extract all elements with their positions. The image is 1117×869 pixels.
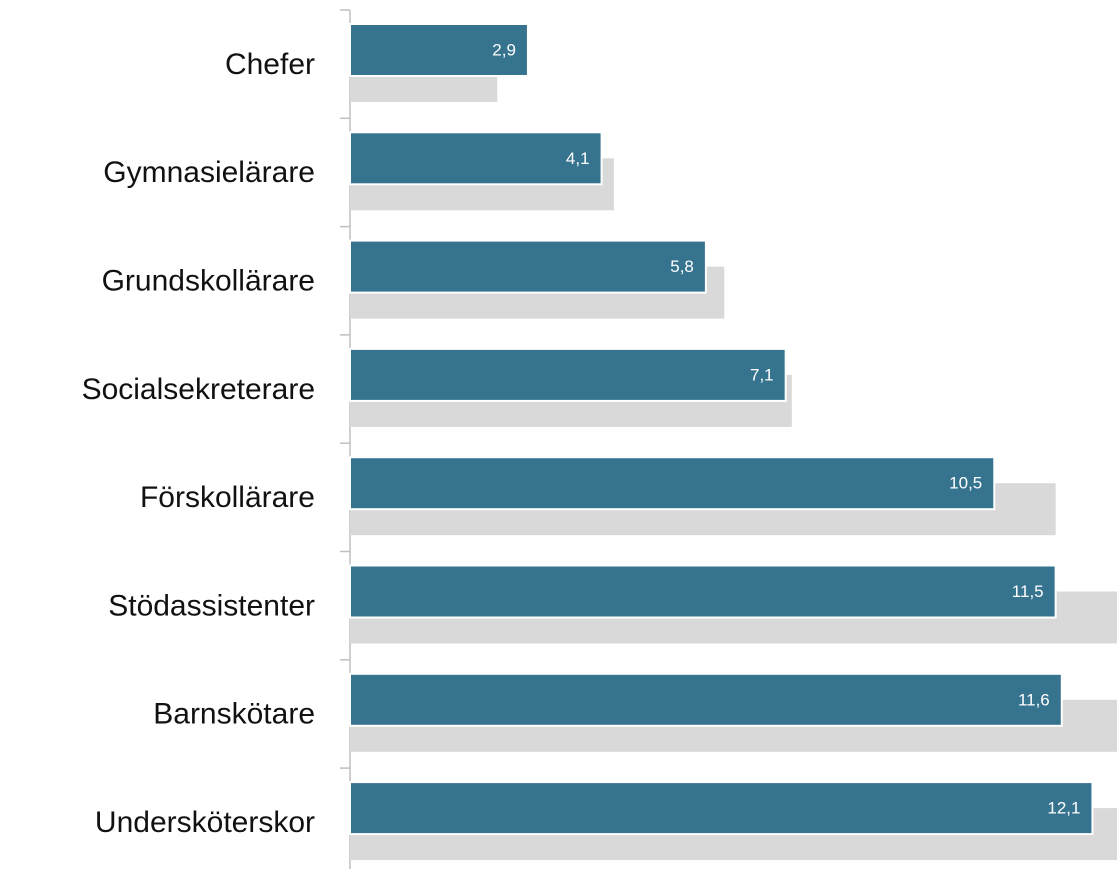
value-label: 7,1	[750, 365, 774, 384]
value-label: 11,5	[1012, 582, 1044, 601]
category-label: Undersköterskor	[95, 806, 315, 839]
value-label: 5,8	[670, 257, 694, 276]
bar	[349, 456, 996, 511]
category-label: Förskollärare	[140, 481, 315, 514]
category-label: Stödassistenter	[108, 589, 315, 622]
value-label: 4,1	[566, 149, 590, 168]
category-label: Grundskollärare	[102, 265, 315, 298]
bar	[349, 672, 1063, 727]
bar	[349, 781, 1094, 836]
bar	[349, 564, 1057, 619]
bar	[349, 347, 787, 402]
category-label: Barnskötare	[153, 698, 315, 731]
bar	[349, 131, 603, 186]
category-label: Gymnasielärare	[103, 156, 315, 189]
category-label: Socialsekreterare	[82, 373, 315, 406]
value-label: 10,5	[949, 474, 982, 493]
category-label: Chefer	[225, 48, 315, 81]
value-label: 11,6	[1018, 690, 1050, 709]
value-label: 2,9	[492, 40, 516, 59]
bar	[349, 239, 707, 294]
bar	[349, 23, 529, 77]
value-label: 12,1	[1047, 799, 1080, 818]
